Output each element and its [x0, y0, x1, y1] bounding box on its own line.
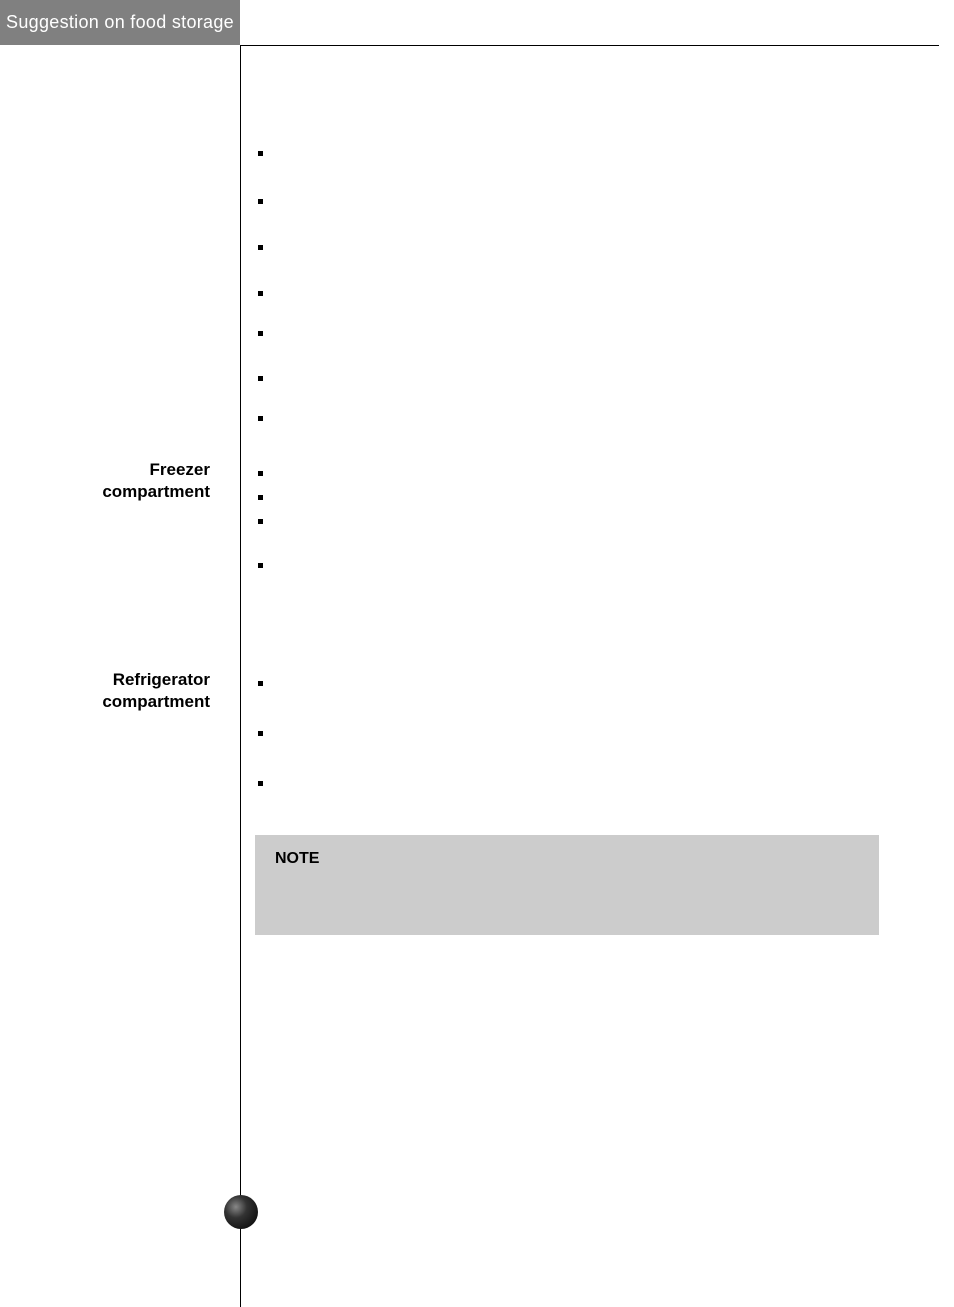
- header-title: Suggestion on food storage: [6, 12, 234, 33]
- vertical-divider: [240, 45, 241, 1307]
- refrigerator-label: Refrigerator compartment: [102, 669, 210, 713]
- note-box: NOTE: [255, 835, 879, 935]
- header-tab: Suggestion on food storage: [0, 0, 240, 45]
- freezer-label: Freezer compartment: [102, 459, 210, 503]
- note-label: NOTE: [275, 850, 319, 867]
- page-container: Suggestion on food storage Freezer compa…: [0, 0, 954, 1307]
- page-number-circle: [224, 1195, 258, 1229]
- horizontal-divider: [240, 45, 939, 46]
